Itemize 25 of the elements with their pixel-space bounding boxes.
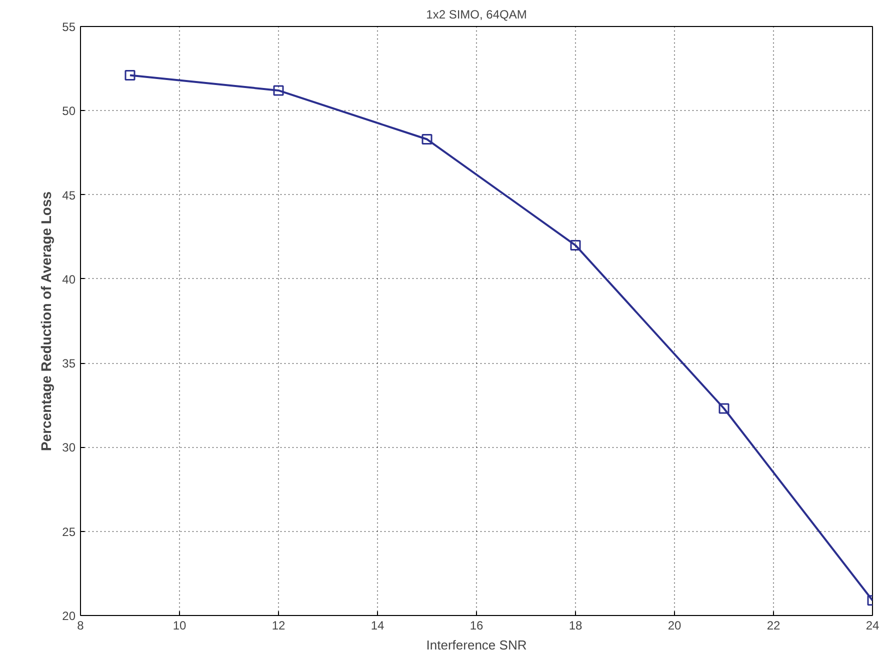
x-tick-label: 8 <box>77 618 84 632</box>
x-tick-label: 22 <box>766 618 780 632</box>
x-tick-label: 12 <box>272 618 286 632</box>
chart-title: 1x2 SIMO, 64QAM <box>426 8 527 22</box>
x-tick-label: 10 <box>172 618 186 632</box>
x-axis-title: Interference SNR <box>426 638 527 652</box>
point <box>422 134 432 144</box>
x-tick-label: 14 <box>370 618 384 632</box>
point <box>124 70 136 81</box>
y-tick-label: 50 <box>62 104 76 118</box>
y-tick-label: 55 <box>62 20 76 34</box>
y-tick-label: 20 <box>62 609 76 623</box>
y-tick-label: 40 <box>62 272 76 286</box>
y-tick-label: 35 <box>62 356 76 371</box>
point <box>273 85 284 96</box>
point <box>718 403 730 414</box>
y-tick-label: 25 <box>62 524 76 539</box>
y-axis-title: Percentage Reduction of Average Loss <box>38 191 54 452</box>
x-tick-label: 24 <box>866 618 880 632</box>
point <box>570 240 581 251</box>
y-tick-label: 30 <box>62 440 76 455</box>
x-tick-label: 18 <box>568 618 582 632</box>
x-tick-label: 16 <box>470 618 484 632</box>
y-tick-label: 45 <box>62 188 76 202</box>
x-tick-label: 20 <box>668 618 682 632</box>
